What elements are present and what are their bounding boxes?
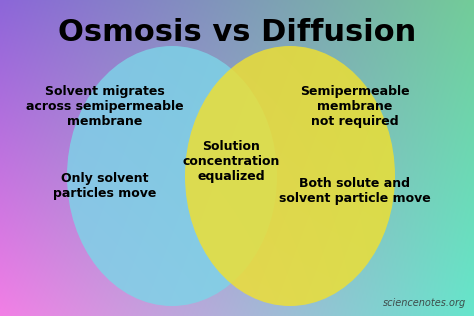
Ellipse shape xyxy=(185,46,395,306)
Text: sciencenotes.org: sciencenotes.org xyxy=(383,298,466,308)
Text: Osmosis vs Diffusion: Osmosis vs Diffusion xyxy=(58,18,416,47)
Text: Only solvent
particles move: Only solvent particles move xyxy=(53,172,157,200)
Text: Solution
concentration
equalized: Solution concentration equalized xyxy=(182,139,280,183)
Text: Solvent migrates
across semipermeable
membrane: Solvent migrates across semipermeable me… xyxy=(26,84,184,127)
Text: Semipermeable
membrane
not required: Semipermeable membrane not required xyxy=(300,84,410,127)
Text: Both solute and
solvent particle move: Both solute and solvent particle move xyxy=(279,177,431,205)
Ellipse shape xyxy=(67,46,277,306)
